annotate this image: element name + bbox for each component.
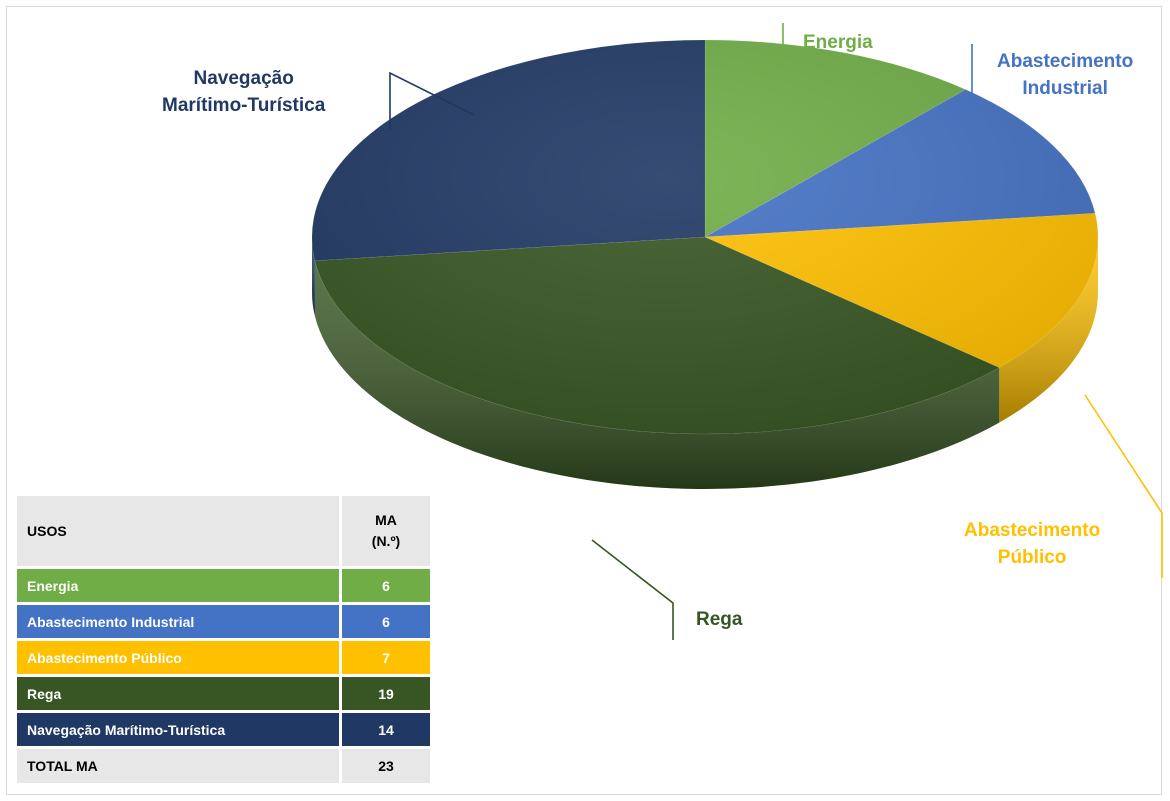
row-name: Energia bbox=[17, 569, 339, 602]
leader-line-abastecimento-publico bbox=[1084, 394, 1163, 578]
row-value: 6 bbox=[339, 605, 430, 638]
leader-line-rega bbox=[591, 539, 674, 640]
table-row-abastecimento-publico: Abastecimento Público 7 bbox=[17, 641, 430, 674]
slice-side-shade-navegacao-maritimo-turistica bbox=[312, 237, 315, 316]
total-value: 23 bbox=[339, 749, 430, 783]
label-navegacao: Navegação Marítimo-Turística bbox=[162, 68, 326, 116]
leader-line-abastecimento-industrial bbox=[944, 44, 973, 121]
slice-side-shade-abastecimento-publico bbox=[999, 237, 1098, 423]
table-row-energia: Energia 6 bbox=[17, 569, 430, 602]
legend-table: USOS MA (N.º) Energia 6 Abastecimento In… bbox=[17, 493, 430, 786]
table-row-abastecimento-industrial: Abastecimento Industrial 6 bbox=[17, 605, 430, 638]
pie-top-shine bbox=[312, 40, 1098, 434]
label-abastecimento-industrial: Abastecimento Industrial bbox=[997, 51, 1134, 99]
row-name: Navegação Marítimo-Turística bbox=[17, 713, 339, 746]
row-value: 14 bbox=[339, 713, 430, 746]
row-value: 7 bbox=[339, 641, 430, 674]
row-value: 19 bbox=[339, 677, 430, 710]
label-energia: Energia bbox=[803, 32, 873, 53]
table-row-rega: Rega 19 bbox=[17, 677, 430, 710]
header-usos: USOS bbox=[17, 496, 339, 566]
label-rega: Rega bbox=[696, 609, 743, 630]
table-row-total: TOTAL MA 23 bbox=[17, 749, 430, 783]
row-name: Rega bbox=[17, 677, 339, 710]
row-name: Abastecimento Público bbox=[17, 641, 339, 674]
leader-line-navegacao bbox=[389, 71, 475, 130]
chart-area bbox=[6, 6, 1162, 795]
leader-line-energia bbox=[754, 23, 784, 75]
label-abastecimento-publico: Abastecimento Público bbox=[964, 520, 1101, 568]
table-header-row: USOS MA (N.º) bbox=[17, 496, 430, 566]
table-row-navegacao: Navegação Marítimo-Turística 14 bbox=[17, 713, 430, 746]
row-name: Abastecimento Industrial bbox=[17, 605, 339, 638]
total-label: TOTAL MA bbox=[17, 749, 339, 783]
row-value: 6 bbox=[339, 569, 430, 602]
slice-side-shade-rega bbox=[314, 260, 1000, 490]
header-ma: MA (N.º) bbox=[339, 496, 430, 566]
